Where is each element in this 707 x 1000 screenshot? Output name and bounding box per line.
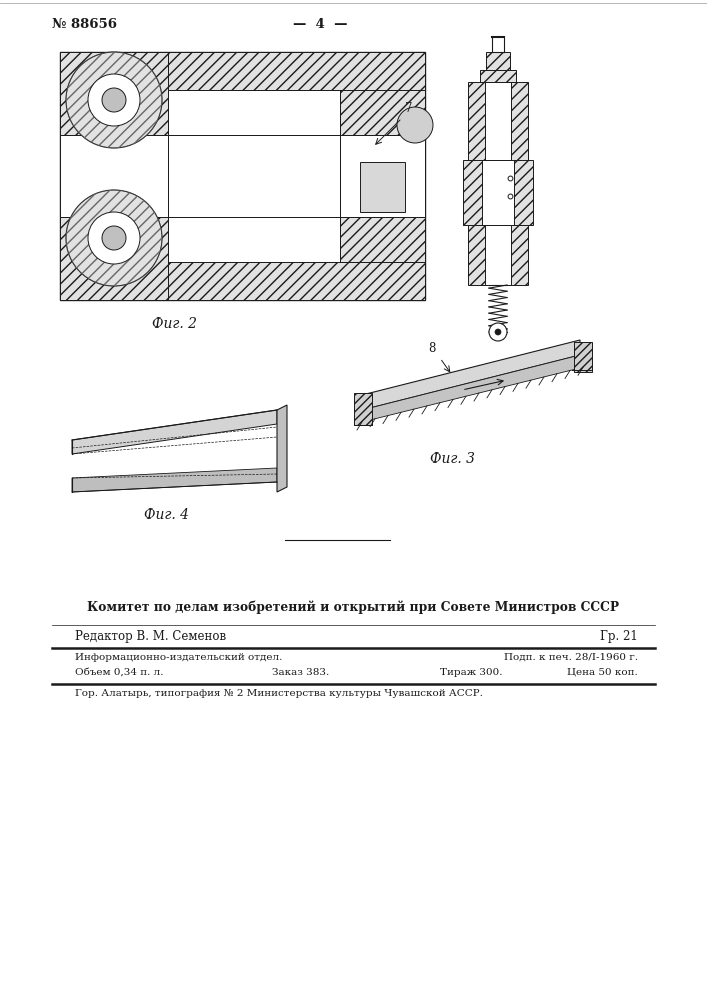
Bar [482, 160, 514, 225]
Circle shape [66, 190, 162, 286]
Text: Объем 0,34 п. л.: Объем 0,34 п. л. [75, 668, 163, 677]
Circle shape [66, 52, 162, 148]
Text: —  4  —: — 4 — [293, 18, 347, 31]
Bar [340, 135, 425, 217]
Text: Гр. 21: Гр. 21 [600, 630, 638, 643]
Circle shape [495, 329, 501, 335]
Bar [60, 217, 168, 300]
Bar [468, 225, 528, 285]
Bar [60, 135, 168, 217]
Bar [340, 90, 425, 135]
Bar [60, 52, 425, 300]
Circle shape [102, 226, 126, 250]
Polygon shape [362, 355, 580, 422]
Bar [168, 262, 425, 300]
Bar [168, 52, 425, 90]
Polygon shape [72, 468, 277, 492]
Bar [340, 217, 425, 262]
Text: Комитет по делам изобретений и открытий при Совете Министров СССР: Комитет по делам изобретений и открытий … [87, 600, 619, 613]
Bar [486, 52, 510, 70]
Bar [485, 225, 511, 285]
Text: № 88656: № 88656 [52, 18, 117, 31]
Text: Фиг. 4: Фиг. 4 [144, 508, 189, 522]
Text: Редактор В. М. Семенов: Редактор В. М. Семенов [75, 630, 226, 643]
Text: Фиг. 2: Фиг. 2 [153, 317, 197, 331]
Circle shape [489, 323, 507, 341]
Bar [492, 37, 504, 52]
Bar [168, 135, 425, 217]
Bar [360, 162, 405, 212]
Bar [480, 70, 516, 82]
Circle shape [88, 212, 140, 264]
Polygon shape [362, 340, 580, 410]
Bar [354, 393, 372, 425]
Circle shape [102, 88, 126, 112]
Text: 7: 7 [405, 102, 412, 115]
Text: Заказ 383.: Заказ 383. [272, 668, 329, 677]
Circle shape [397, 107, 433, 143]
Bar [60, 52, 168, 135]
Text: Информационно-издательский отдел.: Информационно-издательский отдел. [75, 653, 282, 662]
Bar [168, 90, 425, 135]
Text: 8: 8 [428, 342, 436, 355]
Text: Подп. к печ. 28/I-1960 г.: Подп. к печ. 28/I-1960 г. [504, 653, 638, 662]
Text: Фиг. 3: Фиг. 3 [429, 452, 474, 466]
Bar [168, 217, 425, 262]
Polygon shape [72, 410, 277, 454]
Bar [463, 160, 533, 225]
Bar [468, 82, 528, 160]
Bar [485, 82, 511, 160]
Text: Тираж 300.: Тираж 300. [440, 668, 503, 677]
Text: Гор. Алатырь, типография № 2 Министерства культуры Чувашской АССР.: Гор. Алатырь, типография № 2 Министерств… [75, 689, 483, 698]
Bar [574, 342, 592, 372]
Circle shape [88, 74, 140, 126]
Text: Цена 50 коп.: Цена 50 коп. [567, 668, 638, 677]
Polygon shape [277, 405, 287, 492]
